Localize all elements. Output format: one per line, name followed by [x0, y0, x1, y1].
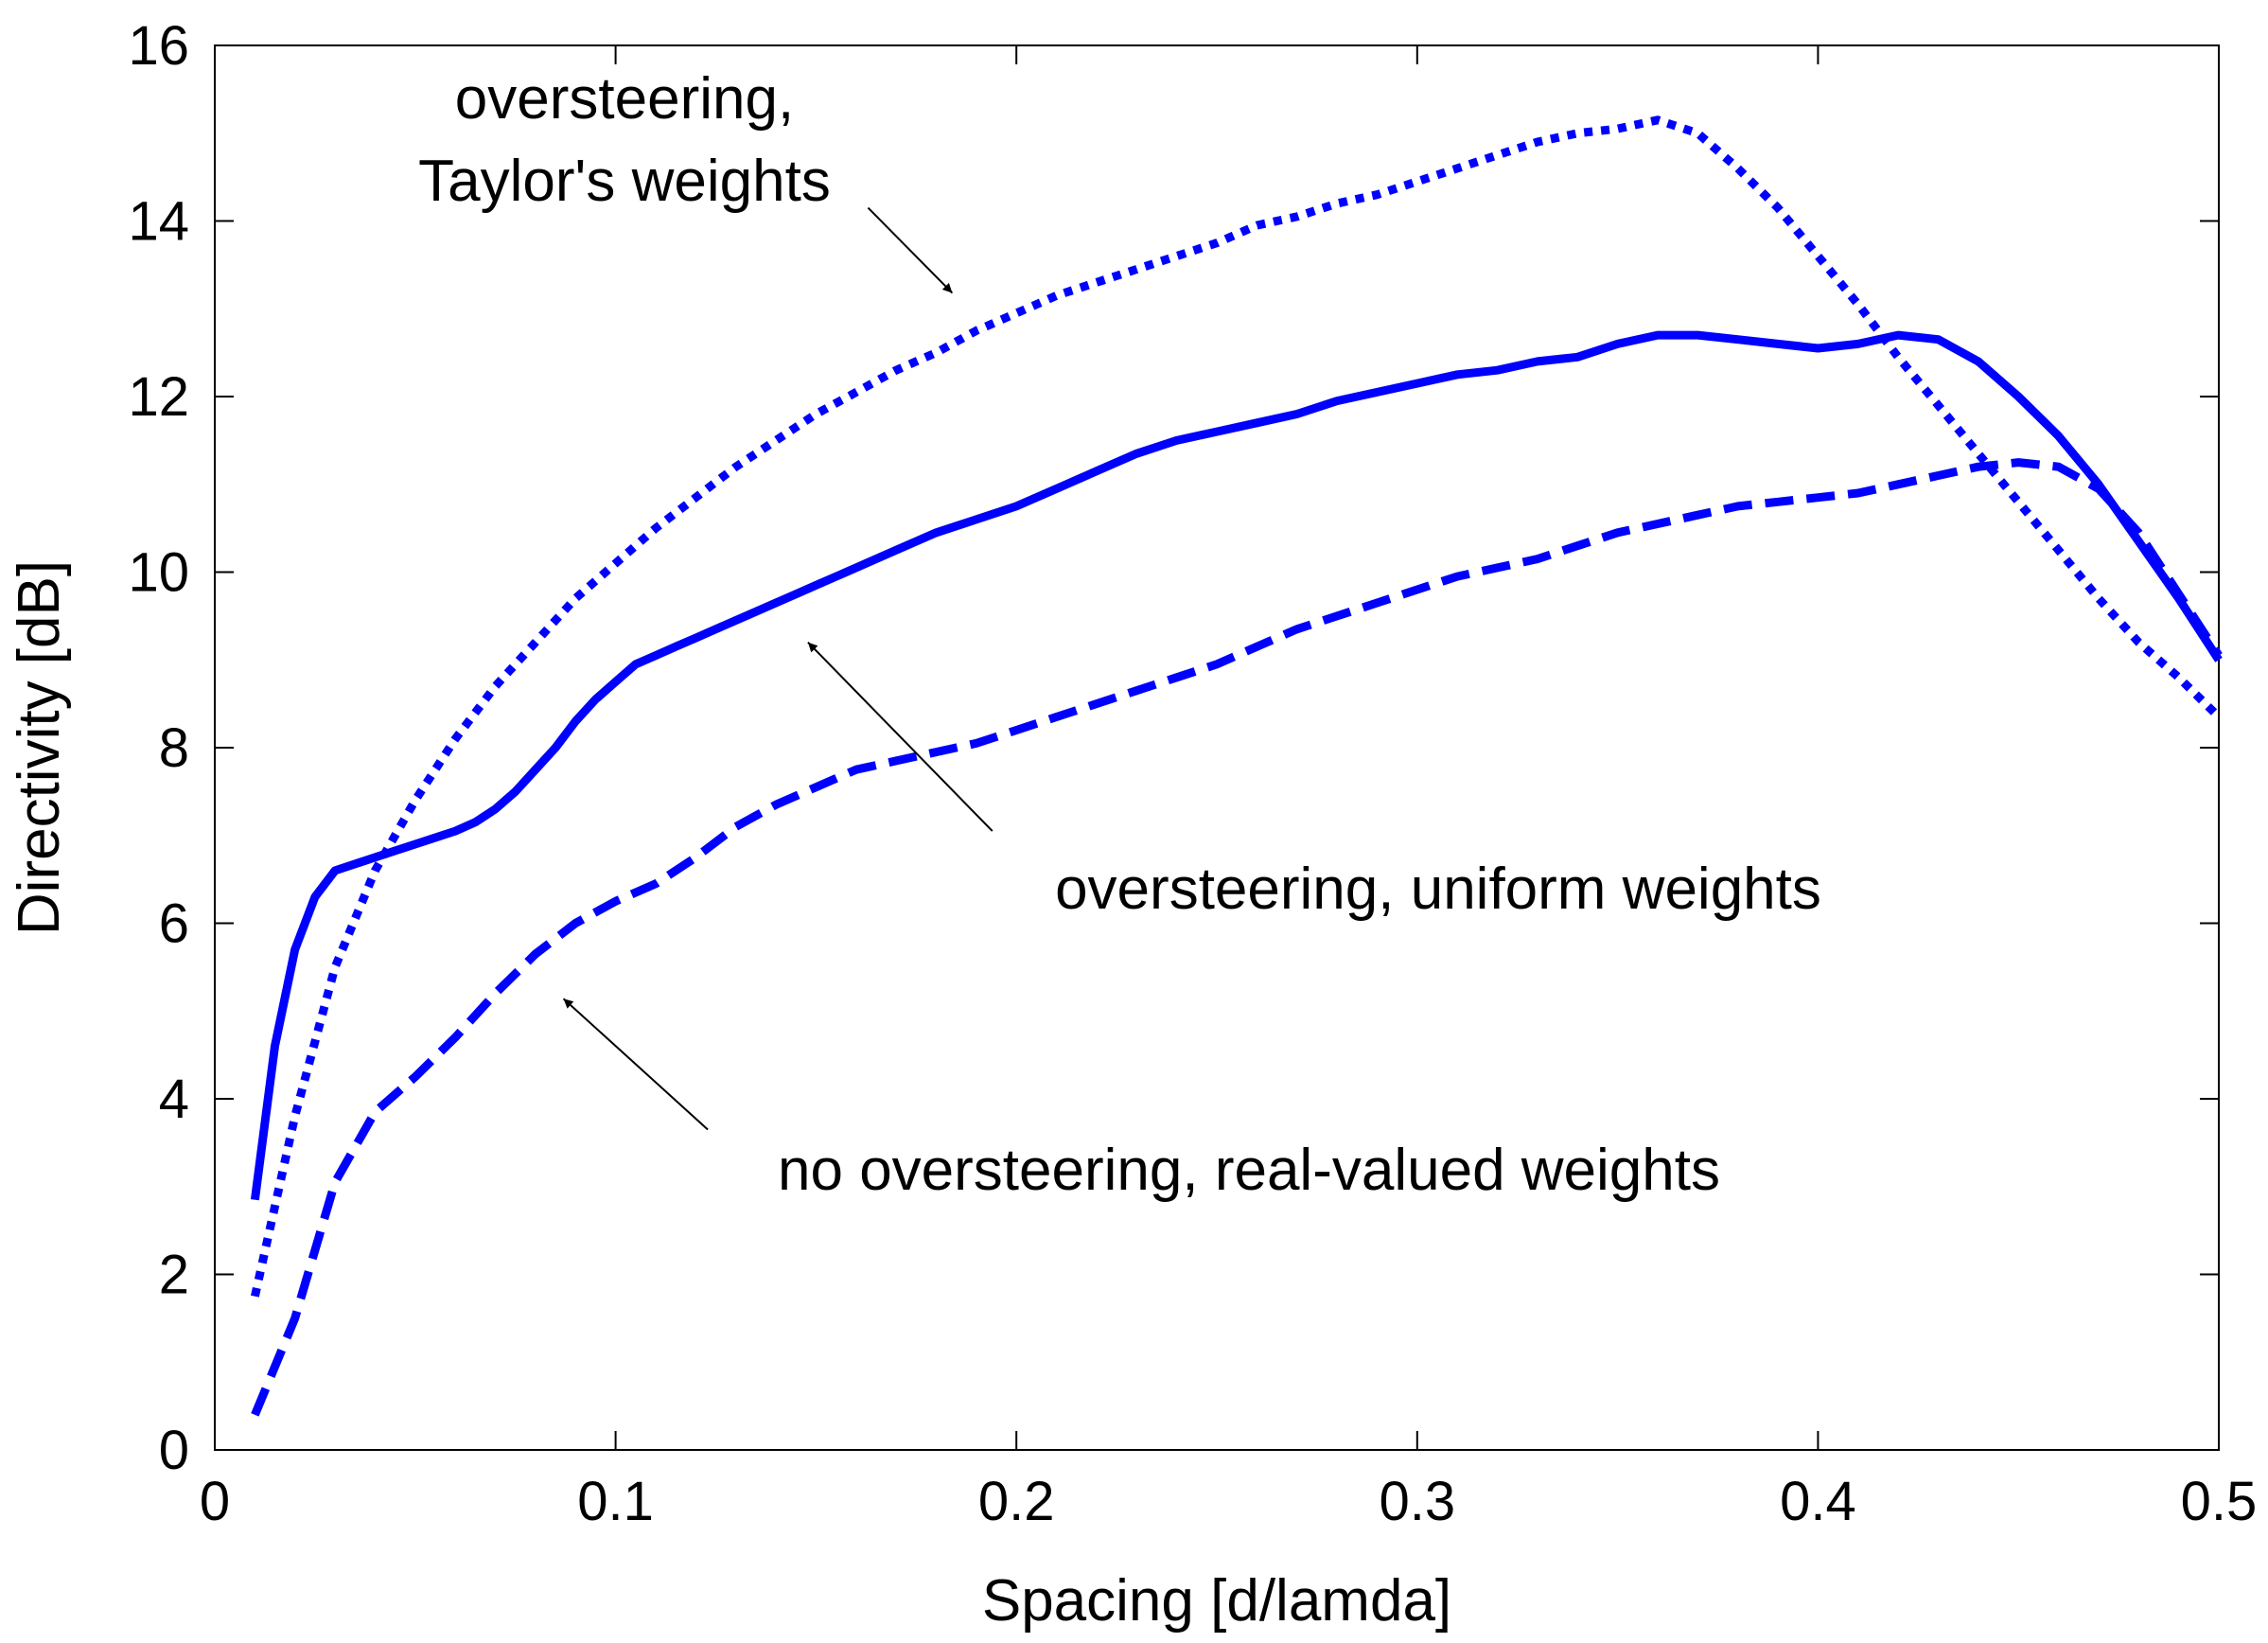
annotation-real-arrow: [562, 998, 709, 1131]
y-tick-label: 2: [159, 1245, 189, 1306]
series-layer: [250, 115, 2223, 1417]
axis-ticks: [214, 44, 2220, 1451]
y-axis-label: Directivity [dB]: [7, 560, 72, 935]
annotations: oversteering, Taylor's weights oversteerin…: [418, 66, 1821, 1203]
annotation-real-text: no oversteering, real-valued weights: [778, 1138, 1720, 1203]
x-tick-label: 0: [200, 1471, 230, 1532]
y-tick-label: 6: [159, 893, 189, 955]
y-tick-label: 14: [128, 191, 189, 253]
x-axis-label: Spacing [d/lamda]: [982, 1568, 1451, 1634]
x-tick-labels: 0 0.1 0.2 0.3 0.4 0.5: [200, 1471, 2257, 1532]
y-tick-label: 8: [159, 717, 189, 779]
annotation-uniform-arrow: [807, 642, 993, 832]
y-tick-label: 10: [128, 542, 189, 604]
y-tick-label: 4: [159, 1069, 189, 1130]
y-tick-label: 12: [128, 366, 189, 428]
annotation-taylor-text: Taylor's weights: [418, 149, 831, 214]
y-tick-label: 0: [159, 1420, 189, 1481]
y-tick-label: 16: [128, 15, 189, 77]
x-tick-label: 0.2: [978, 1471, 1055, 1532]
x-tick-label: 0.3: [1379, 1471, 1455, 1532]
x-tick-label: 0.1: [577, 1471, 654, 1532]
y-tick-labels: 0 2 4 6 8 10 12 14 16: [128, 15, 189, 1481]
annotation-taylor-text: oversteering,: [455, 66, 794, 132]
series-line-solid: [250, 330, 2223, 1201]
plot-area: [214, 44, 2220, 1451]
annotation-uniform-text: oversteering, uniform weights: [1055, 857, 1821, 922]
x-tick-label: 0.5: [2181, 1471, 2258, 1532]
series-line-dotted: [251, 115, 2223, 1298]
x-tick-label: 0.4: [1780, 1471, 1856, 1532]
annotation-taylor-arrow: [867, 206, 954, 294]
series-line-dashed: [251, 458, 2223, 1417]
